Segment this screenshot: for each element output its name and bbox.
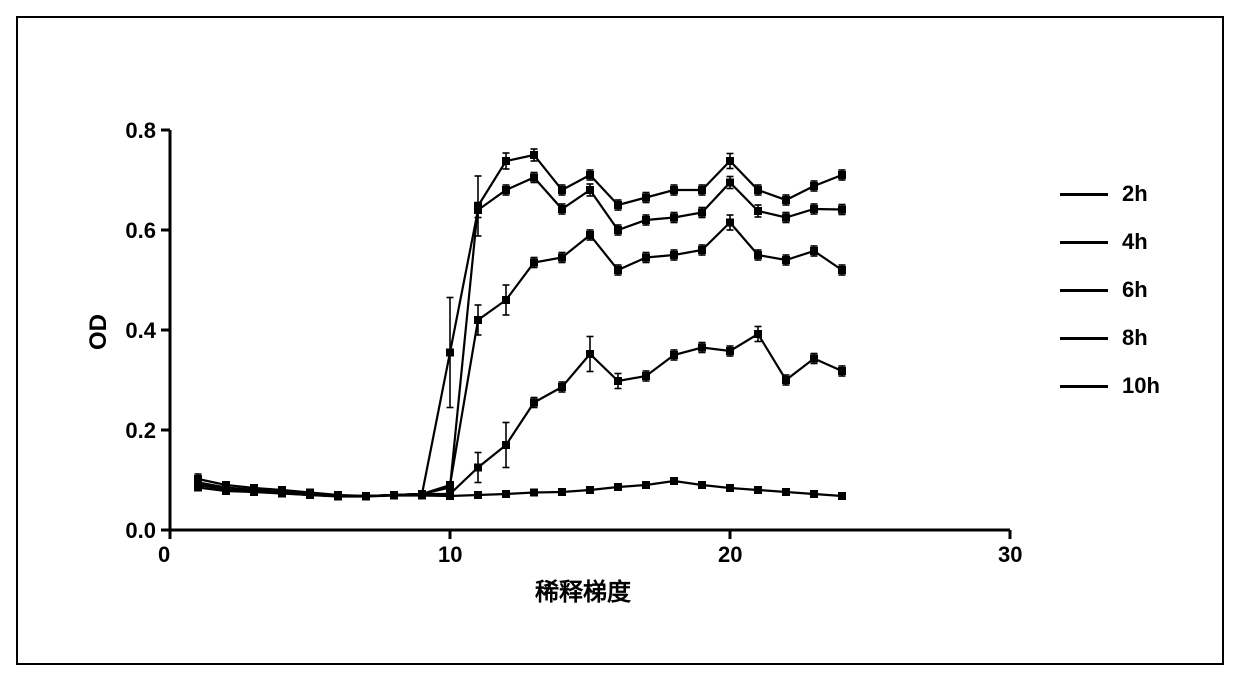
x-tick-label: 10 xyxy=(438,542,462,568)
x-tick-label: 30 xyxy=(998,542,1022,568)
legend-swatch xyxy=(1060,241,1108,244)
x-tick-label: 20 xyxy=(718,542,742,568)
legend-item: 4h xyxy=(1060,218,1160,266)
legend-label: 6h xyxy=(1122,277,1148,303)
y-tick-label: 0.0 xyxy=(125,518,156,544)
x-axis-label: 稀释梯度 xyxy=(535,572,631,607)
legend-label: 2h xyxy=(1122,181,1148,207)
y-axis-label: OD xyxy=(85,314,113,350)
y-tick-label: 0.4 xyxy=(125,318,156,344)
y-tick-label: 0.2 xyxy=(125,418,156,444)
y-tick-label: 0.8 xyxy=(125,118,156,144)
legend-swatch xyxy=(1060,193,1108,196)
legend-label: 10h xyxy=(1122,373,1160,399)
legend-label: 4h xyxy=(1122,229,1148,255)
figure-wrap: { "size":{"width":1240,"height":681}, "c… xyxy=(0,0,1240,681)
legend: 2h 4h 6h 8h 10h xyxy=(1060,170,1160,410)
x-tick-label: 0 xyxy=(158,542,170,568)
legend-item: 2h xyxy=(1060,170,1160,218)
legend-item: 6h xyxy=(1060,266,1160,314)
legend-swatch xyxy=(1060,289,1108,292)
legend-item: 10h xyxy=(1060,362,1160,410)
legend-swatch xyxy=(1060,337,1108,340)
legend-item: 8h xyxy=(1060,314,1160,362)
legend-swatch xyxy=(1060,385,1108,388)
y-tick-label: 0.6 xyxy=(125,218,156,244)
legend-label: 8h xyxy=(1122,325,1148,351)
